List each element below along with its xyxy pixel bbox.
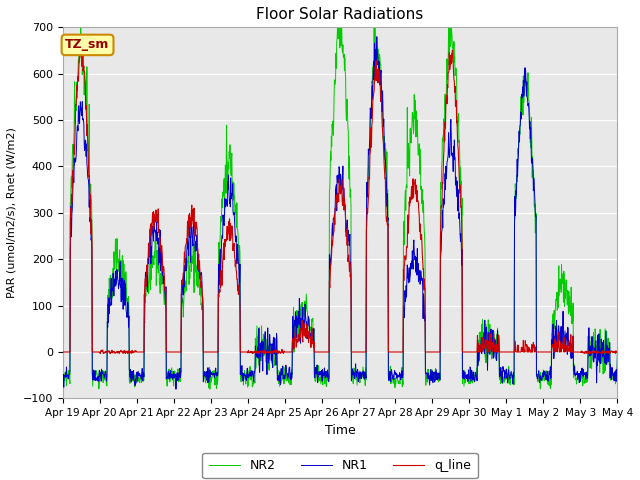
q_line: [77, 36, 84, 42]
Title: Floor Solar Radiations: Floor Solar Radiations: [257, 7, 424, 22]
NR2: [59, 376, 67, 382]
Legend: NR2, NR1, q_line: NR2, NR1, q_line: [202, 453, 477, 479]
NR2: [614, 349, 621, 355]
NR2: [499, 374, 507, 380]
NR2: [169, 376, 177, 382]
Y-axis label: PAR (umol/m2/s), Rnet (W/m2): PAR (umol/m2/s), Rnet (W/m2): [7, 127, 17, 298]
NR1: [182, 268, 190, 274]
Line: NR1: NR1: [63, 37, 618, 389]
q_line: [427, 349, 435, 355]
NR1: [172, 386, 180, 392]
NR2: [427, 374, 435, 380]
NR1: [427, 367, 435, 372]
NR1: [499, 366, 507, 372]
q_line: [97, 350, 104, 356]
NR1: [614, 349, 621, 355]
X-axis label: Time: Time: [324, 424, 355, 437]
NR1: [59, 372, 67, 377]
q_line: [499, 349, 507, 355]
NR2: [245, 369, 253, 375]
NR2: [206, 386, 214, 392]
q_line: [614, 349, 621, 355]
q_line: [183, 236, 191, 241]
q_line: [59, 349, 67, 355]
NR1: [169, 376, 177, 382]
q_line: [548, 343, 556, 349]
NR2: [77, 24, 84, 30]
NR1: [373, 34, 381, 40]
NR2: [548, 319, 556, 325]
q_line: [245, 349, 253, 355]
Text: TZ_sm: TZ_sm: [65, 38, 109, 51]
NR1: [244, 372, 252, 378]
NR2: [182, 288, 190, 294]
Line: q_line: q_line: [63, 39, 618, 353]
q_line: [170, 349, 177, 355]
Line: NR2: NR2: [63, 27, 618, 389]
NR1: [548, 341, 556, 347]
